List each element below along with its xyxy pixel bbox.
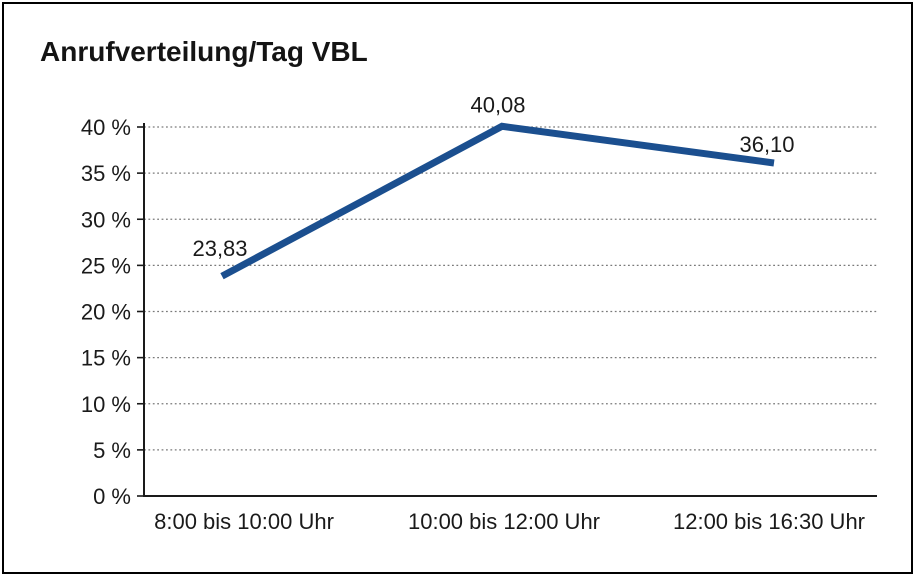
y-tick-label: 20 %	[81, 300, 131, 325]
data-point-label: 36,10	[739, 132, 794, 157]
y-tick-label: 35 %	[81, 161, 131, 186]
x-category-label: 8:00 bis 10:00 Uhr	[154, 509, 334, 534]
chart-title: Anrufverteilung/Tag VBL	[40, 36, 368, 67]
y-tick-label: 40 %	[81, 115, 131, 140]
y-tick-label: 25 %	[81, 253, 131, 278]
y-tick-label: 0 %	[93, 484, 131, 509]
y-tick-label: 5 %	[93, 438, 131, 463]
x-category-label: 10:00 bis 12:00 Uhr	[408, 509, 600, 534]
x-category-label: 12:00 bis 16:30 Uhr	[673, 509, 865, 534]
y-tick-label: 10 %	[81, 392, 131, 417]
data-point-label: 40,08	[470, 92, 525, 117]
y-tick-label: 30 %	[81, 207, 131, 232]
line-chart: 0 % 5 % 10 % 15 % 20 % 25 % 30 % 35 % 40 % 23,83 4…	[81, 92, 877, 534]
data-point-label: 23,83	[192, 236, 247, 261]
y-tick-label: 15 %	[81, 346, 131, 371]
series-line	[220, 122, 775, 280]
